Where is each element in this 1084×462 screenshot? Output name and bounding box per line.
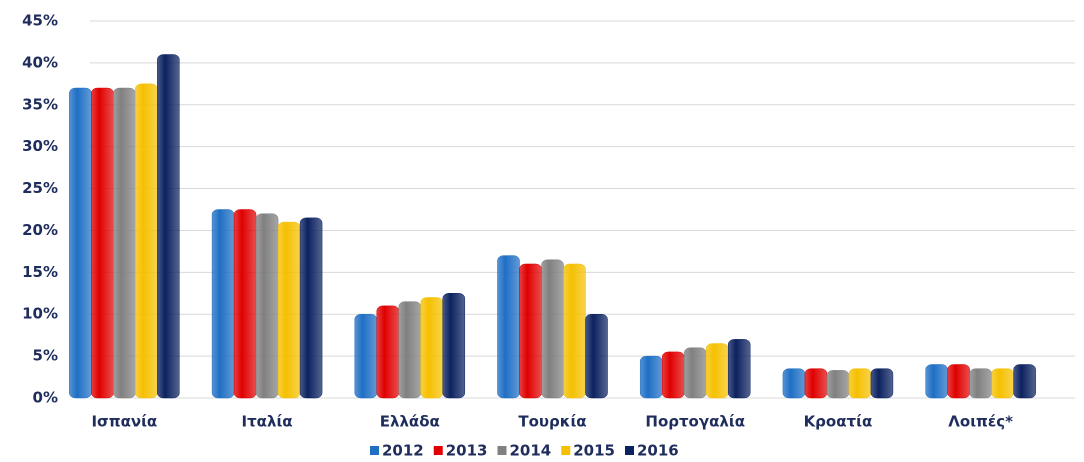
legend-label: 2013 [446,442,488,460]
bar [69,87,92,399]
x-tick-label: Λοιπές* [948,413,1013,431]
legend-swatch [497,446,507,455]
bar [991,368,1014,399]
bar [804,368,828,399]
bar [639,355,663,399]
bar [826,370,850,399]
legend-swatch [625,446,634,455]
x-tick-label: Ιταλία [242,413,293,431]
x-tick-label: Πορτογαλία [645,413,745,431]
bar [255,213,279,399]
bar [376,305,400,399]
bar [782,368,806,399]
legend-swatch [370,446,379,455]
legend-label: 2012 [382,442,424,460]
bar [870,368,894,399]
bar [519,263,542,399]
y-tick-label: 10% [22,305,58,323]
bar [91,87,114,399]
y-tick-label: 0% [33,389,58,407]
x-tick-label: Ισπανία [91,413,157,431]
bar [727,339,751,399]
bar [585,313,608,399]
bar [233,209,257,399]
bar [705,343,729,399]
bar [541,259,564,399]
bar [563,263,586,399]
x-tick-label: Ελλάδα [380,413,440,431]
y-tick-label: 35% [22,95,58,113]
bar [661,351,685,399]
y-tick-label: 30% [22,137,58,155]
bar [211,209,235,399]
y-tick-label: 40% [22,53,58,71]
x-tick-label: Κροατία [804,413,873,431]
bar [497,255,520,399]
legend-swatch [433,446,443,455]
bar [420,297,444,399]
legend-label: 2016 [637,442,679,460]
bar [442,293,466,399]
legend-label: 2014 [510,442,552,460]
bar [848,368,872,399]
bar [277,221,301,399]
bar [299,217,323,399]
y-tick-label: 20% [22,221,58,239]
x-tick-label: Τουρκία [518,413,586,431]
y-tick-label: 25% [22,179,58,197]
bar [1013,364,1036,399]
y-tick-label: 5% [33,347,58,365]
bar [157,54,180,399]
y-tick-label: 45% [22,12,58,30]
y-tick-label: 15% [22,263,58,281]
legend-swatch [561,446,571,455]
bar [398,301,422,399]
bar [135,83,158,399]
bar [113,87,136,399]
bar [925,364,948,399]
bar [969,368,992,399]
bar [683,347,707,399]
bar [947,364,970,399]
legend-label: 2015 [573,442,615,460]
bar [354,313,378,399]
